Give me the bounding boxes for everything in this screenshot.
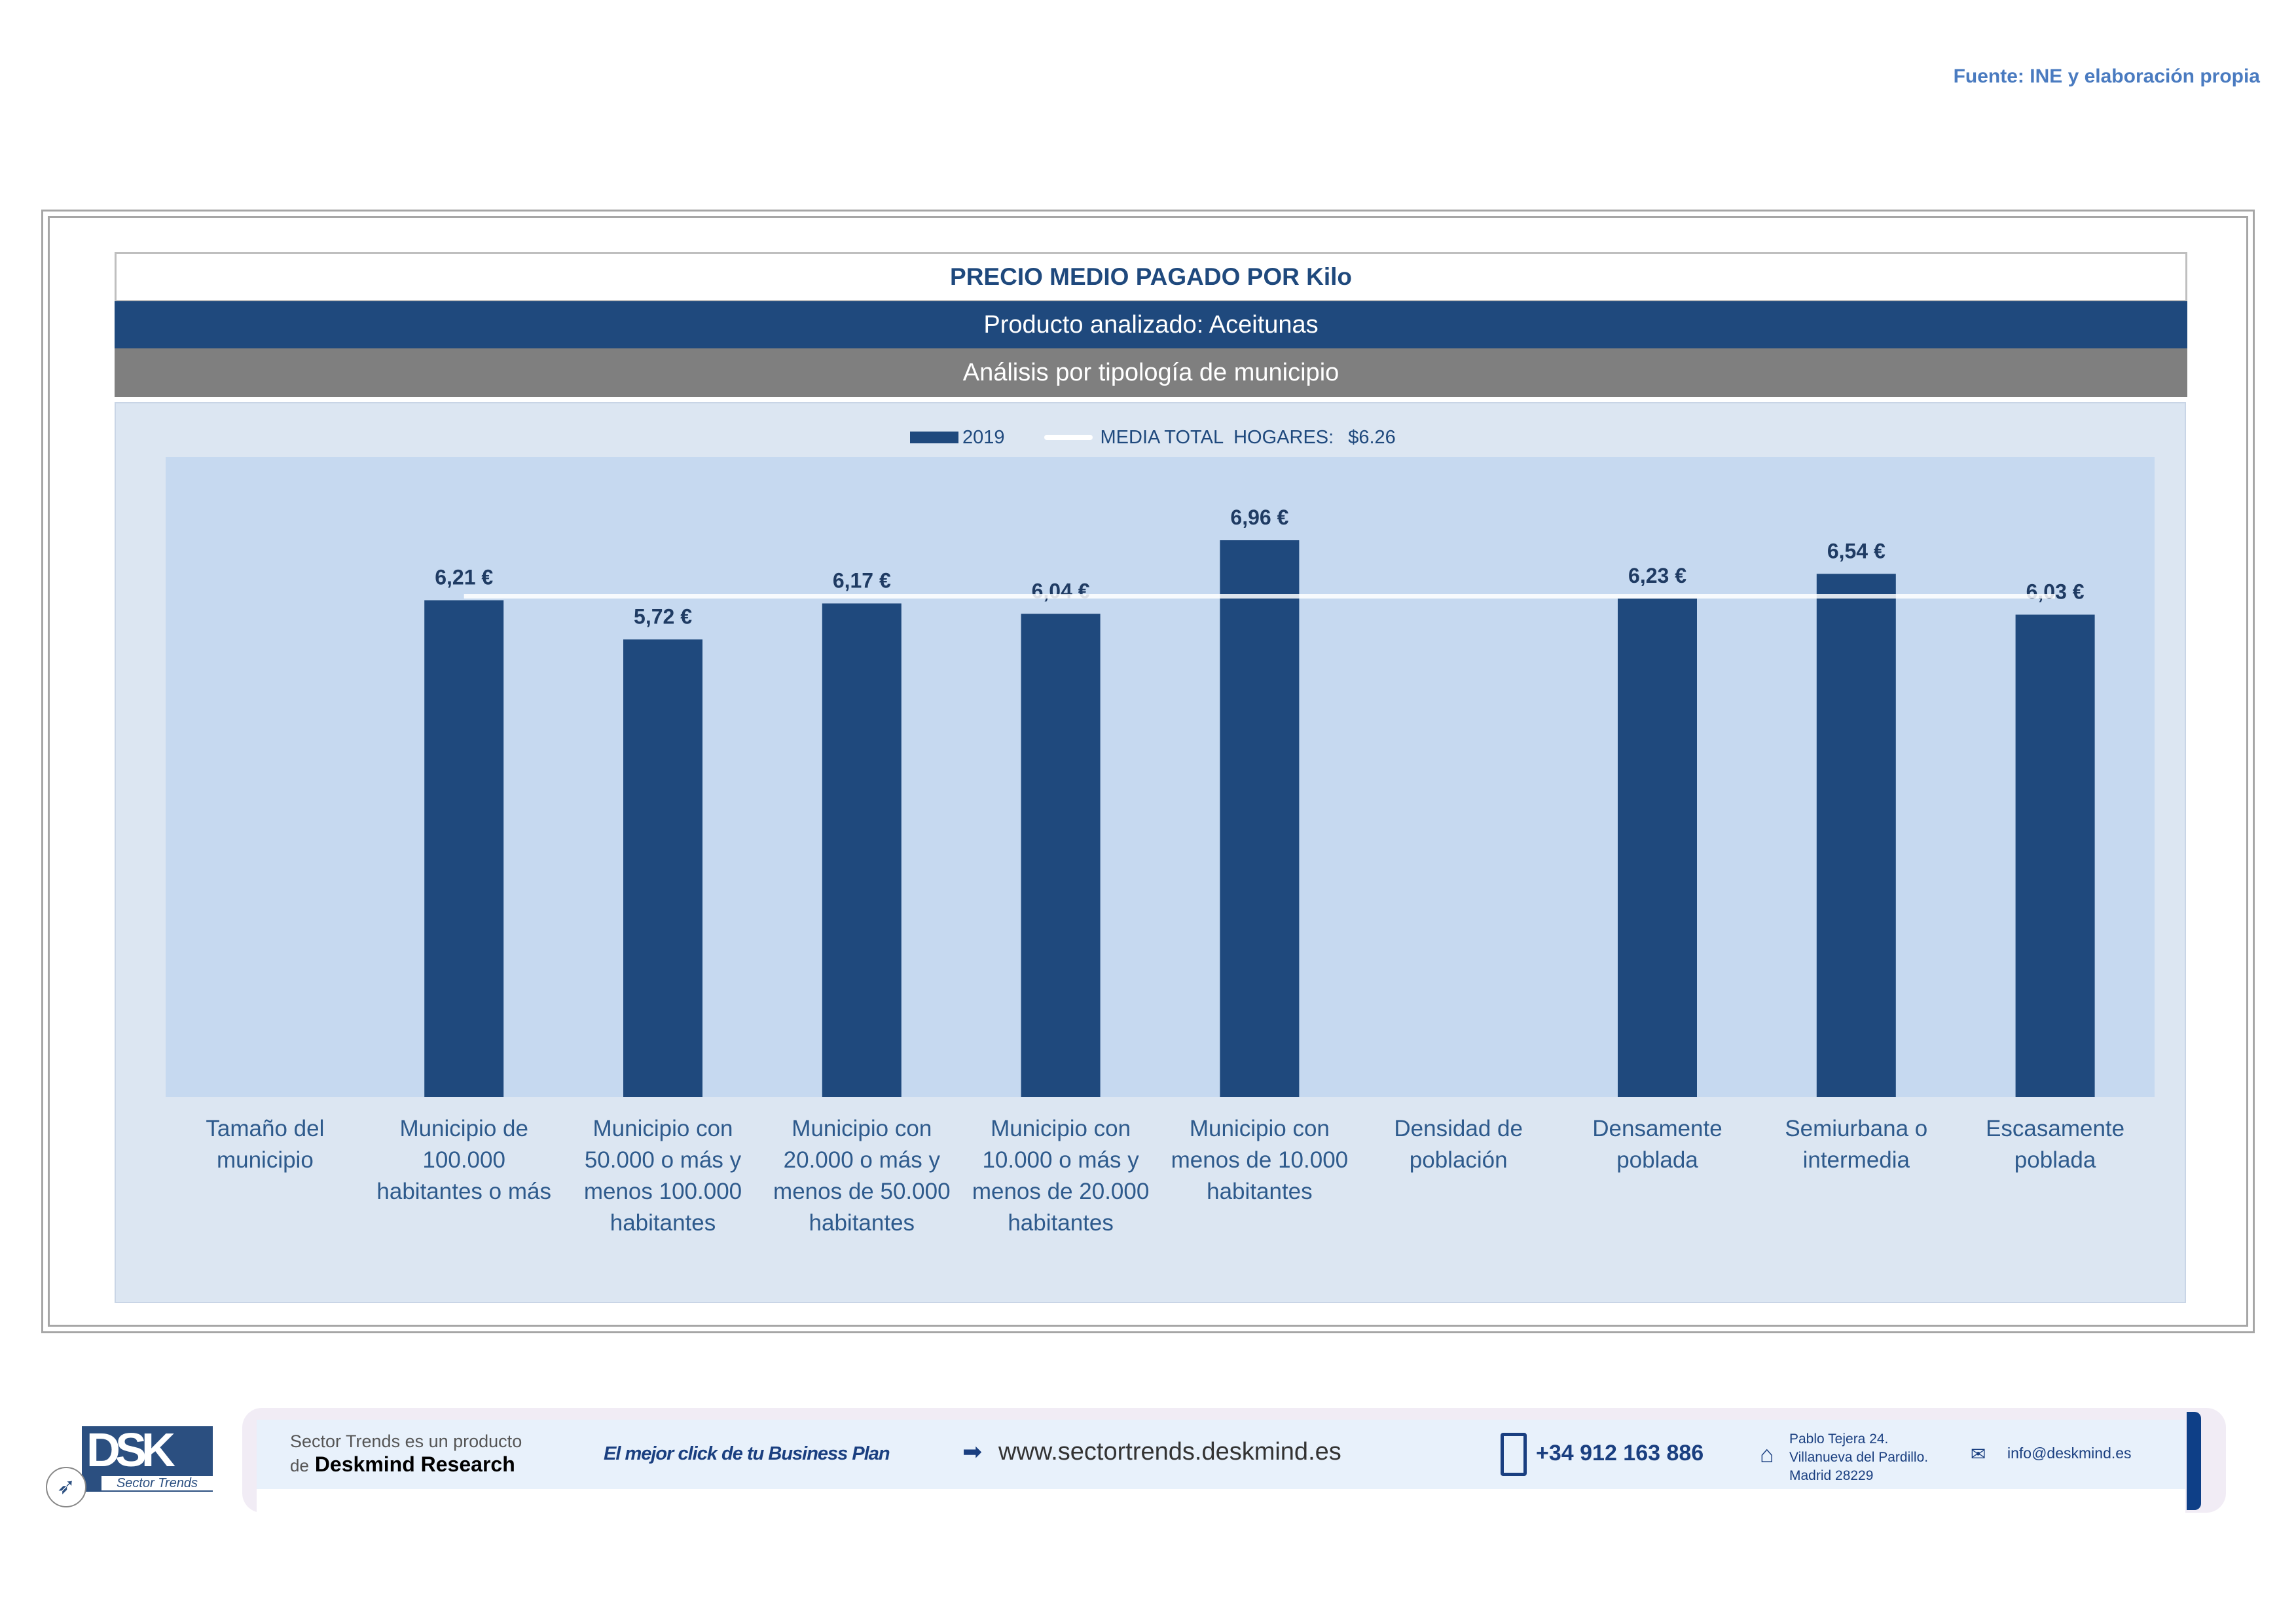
bar bbox=[1220, 540, 1300, 1097]
footer-white bbox=[257, 1489, 2185, 1513]
outer-frame bbox=[41, 210, 2255, 1333]
data-label: 6,21 € bbox=[435, 566, 493, 589]
category-label: Semiurbana o intermedia bbox=[1785, 1116, 1928, 1173]
legend-swatch-2019 bbox=[910, 432, 958, 443]
footer-tagline-prefix: de bbox=[290, 1456, 309, 1475]
category-label: Municipio de 100.000 habitantes o más bbox=[376, 1116, 551, 1204]
arrow-icon: ➡ bbox=[962, 1438, 983, 1465]
footer-phone: +34 912 163 886 bbox=[1536, 1441, 1704, 1466]
footer-email[interactable]: info@deskmind.es bbox=[2007, 1445, 2132, 1462]
rocket-icon: ➶ bbox=[46, 1467, 86, 1507]
data-label: 6,54 € bbox=[1827, 539, 1886, 563]
source-note: Fuente: INE y elaboración propia bbox=[1953, 65, 2260, 87]
bar bbox=[623, 639, 702, 1097]
category-label: Tamaño del municipio bbox=[206, 1116, 325, 1173]
data-label: 6,17 € bbox=[833, 568, 891, 592]
legend-label-media: MEDIA TOTAL HOGARES: bbox=[1100, 426, 1334, 448]
dsk-logo: DSK Sector Trends ➶ bbox=[46, 1424, 215, 1507]
category-label: Densamente poblada bbox=[1592, 1116, 1722, 1173]
category-label: Densidad de población bbox=[1394, 1116, 1523, 1173]
footer-address: Pablo Tejera 24. Villanueva del Pardillo… bbox=[1789, 1430, 1928, 1485]
data-label: 6,96 € bbox=[1230, 506, 1288, 529]
product-band: Producto analizado: Aceitunas bbox=[115, 301, 2187, 348]
address-line: Madrid 28229 bbox=[1789, 1468, 1874, 1483]
legend-swatch-media bbox=[1044, 435, 1093, 440]
mail-icon: ✉ bbox=[1971, 1444, 1986, 1464]
footer-accent bbox=[2187, 1412, 2201, 1510]
bar bbox=[1816, 574, 1896, 1097]
footer-tagline: Sector Trends es un producto bbox=[290, 1431, 522, 1451]
category-label: Municipio con 20.000 o más y menos de 50… bbox=[773, 1116, 951, 1236]
bar bbox=[424, 600, 504, 1097]
chart-title: PRECIO MEDIO PAGADO POR Kilo bbox=[115, 252, 2187, 302]
footer-brand: Deskmind Research bbox=[314, 1452, 515, 1476]
category-label: Municipio con 50.000 o más y menos 100.0… bbox=[583, 1116, 742, 1236]
bar bbox=[1021, 614, 1101, 1097]
data-label: 6,03 € bbox=[2026, 580, 2085, 604]
data-label: 5,72 € bbox=[634, 604, 692, 628]
address-line: Villanueva del Pardillo. bbox=[1789, 1450, 1929, 1465]
phone-icon bbox=[1501, 1433, 1527, 1476]
logo-sub: Sector Trends bbox=[101, 1476, 213, 1490]
category-label: Municipio con menos de 10.000 habitantes bbox=[1171, 1116, 1349, 1204]
bar bbox=[2015, 614, 2095, 1097]
footer-slogan: El mejor click de tu Business Plan bbox=[604, 1443, 890, 1464]
bar bbox=[1618, 599, 1697, 1097]
bar bbox=[822, 603, 902, 1097]
analysis-band: Análisis por tipología de municipio bbox=[115, 348, 2187, 397]
footer-tagline-line2: de Deskmind Research bbox=[290, 1452, 515, 1477]
legend-media-value: $6.26 bbox=[1348, 426, 1396, 448]
address-line: Pablo Tejera 24. bbox=[1789, 1431, 1889, 1447]
logo-text: DSK bbox=[86, 1424, 175, 1477]
data-label: 6,23 € bbox=[1628, 564, 1686, 587]
legend: 2019 MEDIA TOTAL HOGARES: $6.26 bbox=[910, 424, 1396, 451]
footer-website[interactable]: www.sectortrends.deskmind.es bbox=[998, 1438, 1341, 1466]
category-label: Escasamente poblada bbox=[1986, 1116, 2125, 1173]
inner-frame bbox=[48, 216, 2248, 1327]
category-label: Municipio con 10.000 o más y menos de 20… bbox=[972, 1116, 1150, 1236]
legend-label-2019: 2019 bbox=[962, 426, 1005, 448]
data-label: 6,04 € bbox=[1032, 579, 1090, 602]
footer-strip bbox=[257, 1420, 2185, 1489]
home-icon: ⌂ bbox=[1760, 1441, 1774, 1467]
